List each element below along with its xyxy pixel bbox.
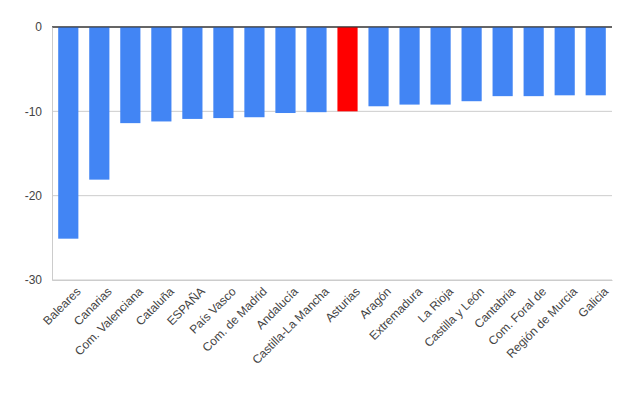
y-tick: -20 [25, 189, 52, 203]
bar [368, 27, 388, 106]
bar [182, 27, 202, 119]
x-tick-label: Región de Murcia [504, 284, 581, 361]
x-tick: Galicia [575, 280, 611, 320]
bar [337, 27, 357, 111]
x-axis-line [53, 280, 613, 281]
bar [89, 27, 109, 180]
bar [275, 27, 295, 113]
x-tick-label: Galicia [575, 284, 611, 320]
baseline [52, 27, 612, 28]
x-tick: Región de Murcia [504, 280, 581, 361]
y-axis-line [52, 28, 53, 281]
bar [151, 27, 171, 121]
bar [493, 27, 513, 96]
y-tick-label: -20 [25, 189, 43, 203]
y-tick-label: 0 [35, 20, 42, 34]
grid [52, 27, 612, 280]
y-axis: -30 -20 -10 0 [25, 20, 53, 287]
x-tick: Castilla-La Mancha [249, 280, 332, 367]
grid-line [52, 195, 612, 196]
x-tick-label: Castilla-La Mancha [249, 284, 332, 367]
bar [58, 27, 78, 239]
bar [306, 27, 326, 112]
bar [462, 27, 482, 101]
y-tick: -30 [25, 273, 52, 287]
bar [399, 27, 419, 105]
bar [586, 27, 606, 95]
plot: -30 -20 -10 0 BalearesCanariasCom. Valencian… [25, 20, 613, 367]
y-tick-label: -10 [25, 105, 43, 119]
y-tick-label: -30 [25, 273, 43, 287]
chart: -30 -20 -10 0 BalearesCanariasCom. Valencian… [0, 0, 636, 395]
x-axis: BalearesCanariasCom. ValencianaCataluñaE… [40, 280, 612, 367]
bar [555, 27, 575, 95]
y-tick: -10 [25, 105, 52, 119]
bar [213, 27, 233, 118]
bar [120, 27, 140, 123]
bar [244, 27, 264, 117]
grid-line [52, 27, 612, 28]
y-tick: 0 [35, 20, 52, 34]
x-tick-label: Asturias [322, 284, 363, 325]
bar [524, 27, 544, 96]
x-tick: Asturias [322, 280, 363, 325]
bars [58, 27, 606, 239]
bar [431, 27, 451, 105]
grid-line [52, 280, 612, 281]
x-tick: Extremadura [366, 280, 425, 343]
